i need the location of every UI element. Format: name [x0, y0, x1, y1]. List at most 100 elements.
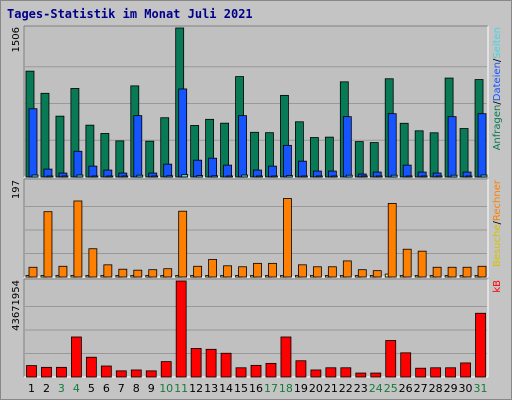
- kb-bar-day-25: [385, 340, 397, 378]
- day-label-17: 17: [264, 382, 278, 395]
- rechner-bar-day-21: [327, 266, 337, 278]
- kb-bar-day-24: [370, 372, 382, 378]
- day-label-24: 24: [369, 382, 383, 395]
- kb-bar-day-10: [160, 361, 172, 378]
- rechner-bar-day-23: [357, 269, 367, 278]
- seiten-bar-day-16: [256, 175, 263, 178]
- seiten-bar-day-29: [450, 174, 458, 178]
- anfragen-bar-day-2: [40, 92, 50, 178]
- day-label-3: 3: [58, 382, 65, 395]
- day-label-22: 22: [339, 382, 353, 395]
- kb-bar-day-7: [115, 370, 127, 378]
- rechner-bar-day-1: [28, 266, 38, 278]
- kb-bar-day-22: [340, 367, 352, 378]
- anfragen-bar-day-7: [115, 140, 125, 178]
- anfragen-bar-day-27: [414, 130, 424, 178]
- kb-bar-day-29: [445, 367, 456, 378]
- kb-bar-day-17: [265, 362, 277, 378]
- rechner-bar-day-10: [163, 268, 173, 278]
- rechner-bar-day-20: [312, 266, 322, 278]
- seiten-bar-day-22: [345, 174, 353, 178]
- day-label-8: 8: [133, 382, 140, 395]
- dateien-bar-day-25: [387, 113, 397, 178]
- rechner-bar-day-15: [238, 266, 247, 278]
- seiten-bar-day-12: [196, 175, 204, 178]
- day-label-11: 11: [174, 382, 188, 395]
- dateien-bar-day-31: [477, 113, 487, 178]
- rechner-bar-day-3: [58, 265, 68, 278]
- seiten-bar-day-4: [76, 174, 84, 178]
- dateien-bar-day-17: [268, 165, 277, 178]
- rechner-bar-day-7: [118, 268, 128, 278]
- kb-bar-day-20: [310, 369, 322, 378]
- legend-top-item-3: /: [492, 58, 503, 62]
- kb-bar-day-19: [295, 360, 307, 378]
- seiten-bar-day-27: [420, 175, 428, 178]
- kb-bar-day-27: [415, 367, 427, 378]
- kb-bar-day-23: [355, 372, 367, 378]
- legend-bottom: kB: [492, 280, 503, 293]
- seiten-bar-day-24: [375, 175, 383, 178]
- kb-bar-day-28: [430, 367, 442, 378]
- day-label-2: 2: [43, 382, 50, 395]
- kb-bar-day-8: [130, 369, 142, 378]
- rechner-bar-day-26: [402, 248, 412, 278]
- day-label-19: 19: [294, 382, 308, 395]
- dateien-bar-day-15: [238, 115, 247, 178]
- legend-top-item-1: /: [492, 101, 503, 105]
- rechner-bar-day-11: [178, 210, 188, 278]
- dateien-bar-day-18: [283, 144, 292, 178]
- day-label-12: 12: [189, 382, 203, 395]
- legend-top-item-2: Dateien: [492, 62, 503, 101]
- kb-bar-day-5: [85, 356, 97, 378]
- day-label-13: 13: [204, 382, 218, 395]
- day-label-5: 5: [88, 382, 95, 395]
- dateien-bar-day-19: [298, 160, 307, 178]
- kb-bar-day-21: [325, 367, 337, 378]
- dateien-bar-day-4: [73, 150, 83, 178]
- rechner-bar-day-30: [462, 266, 472, 278]
- panel-3-ymax-label: 43671954: [11, 280, 22, 331]
- seiten-bar-day-18: [286, 175, 293, 178]
- anfragen-bar-day-23: [354, 141, 364, 178]
- dateien-bar-day-11: [178, 88, 188, 178]
- kb-bar-day-16: [250, 364, 262, 378]
- rechner-bar-day-25: [387, 203, 397, 278]
- rechner-bar-day-19: [298, 264, 307, 278]
- legend-top: Anfragen/Dateien/Seiten: [492, 27, 503, 150]
- day-label-4: 4: [73, 382, 80, 395]
- kb-bar-day-3: [56, 366, 67, 378]
- dateien-bar-day-1: [28, 108, 38, 178]
- rechner-bar-day-31: [477, 265, 487, 278]
- kb-bar-day-1: [26, 365, 37, 378]
- dateien-bar-day-8: [133, 115, 143, 178]
- dateien-bar-day-5: [88, 165, 98, 178]
- kb-bar-day-15: [235, 367, 247, 378]
- day-label-18: 18: [279, 382, 293, 395]
- dateien-bar-day-14: [223, 164, 232, 178]
- legend-middle-item-2: Rechner: [492, 179, 503, 221]
- rechner-bar-day-22: [342, 260, 352, 278]
- rechner-bar-day-4: [73, 200, 83, 278]
- day-label-28: 28: [429, 382, 443, 395]
- panel-2-ymax-label: 197: [11, 180, 22, 199]
- legend-top-item-0: Anfragen: [492, 105, 503, 151]
- day-label-20: 20: [309, 382, 323, 395]
- rechner-bar-day-29: [447, 266, 457, 278]
- dateien-bar-day-10: [163, 163, 173, 178]
- day-label-27: 27: [414, 382, 428, 395]
- kb-bar-day-2: [41, 366, 52, 378]
- anfragen-bar-day-3: [55, 115, 65, 178]
- day-label-10: 10: [159, 382, 173, 395]
- seiten-bar-day-9: [151, 175, 159, 178]
- rechner-bar-day-28: [432, 266, 442, 278]
- rechner-bar-day-12: [193, 265, 203, 278]
- kb-bar-day-9: [145, 370, 157, 378]
- kb-bar-day-11: [175, 280, 187, 378]
- anfragen-bar-day-30: [459, 128, 469, 178]
- panel-1-ymax-label: 1506: [11, 27, 22, 52]
- day-label-31: 31: [474, 382, 488, 395]
- seiten-bar-day-28: [435, 175, 443, 178]
- kb-bar-day-26: [400, 352, 412, 378]
